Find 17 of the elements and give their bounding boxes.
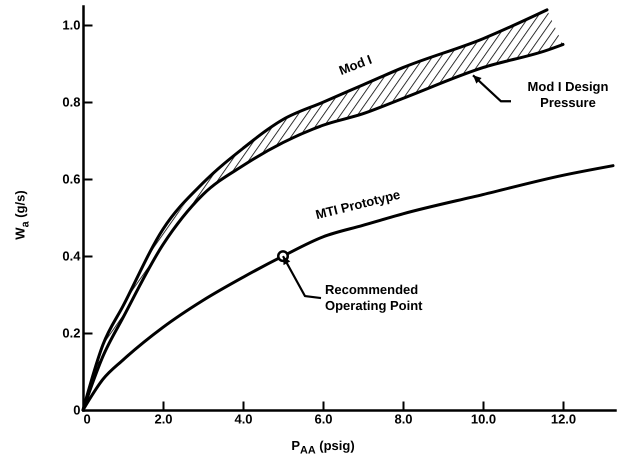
x-tick-label: 8.0 — [394, 412, 413, 426]
x-tick-label: 12.0 — [550, 412, 576, 426]
text: MTI Prototype — [314, 186, 402, 222]
y-tick-label: 0.4 — [62, 248, 82, 264]
y-tick-label: 1.0 — [62, 18, 80, 33]
x-axis-title: P$_{AA}$ (psig) — [290, 438, 356, 457]
x-tick-label: 2.0 — [154, 412, 173, 426]
y-tick-label: 0.6 — [62, 172, 80, 187]
annotation: Recommended Operating Point — [325, 282, 424, 314]
x-tick-label: 0 — [84, 412, 91, 426]
y-tick-label: 0.2 — [62, 326, 80, 341]
text: Mod I — [336, 52, 374, 78]
x-tick-label: 6.0 — [314, 412, 333, 426]
annotation: Mod I Design Pressure — [526, 79, 610, 112]
y-tick-label: 0.8 — [62, 94, 80, 110]
x-tick-label: 10.0 — [470, 412, 496, 426]
x-tick-label: 4.0 — [234, 412, 253, 426]
